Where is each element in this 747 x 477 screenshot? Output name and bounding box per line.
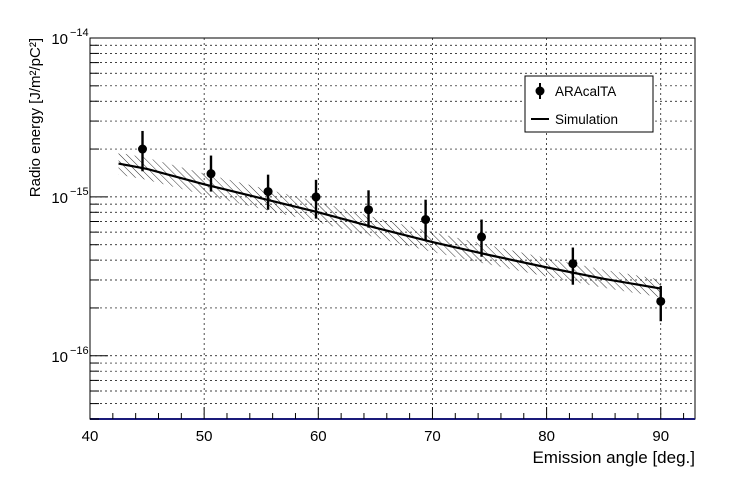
x-axis-ticks: 40 50 60 70 80 90: [82, 407, 685, 445]
data-point: [311, 192, 321, 202]
x-tick-label: 90: [652, 428, 669, 445]
y-tick-label: 10: [51, 31, 68, 48]
legend: ARAcalTA Simulation: [524, 75, 654, 133]
simulation-line: [118, 162, 661, 290]
data-point: [421, 215, 431, 225]
x-tick-label: 40: [82, 428, 99, 445]
data-point: [656, 296, 666, 306]
series-lines: [118, 162, 661, 290]
y-tick-exponent: −16: [70, 345, 89, 357]
legend-label-1: Simulation: [555, 112, 618, 127]
y-tick-exponent: −15: [70, 186, 89, 198]
series-points: [138, 130, 666, 322]
simulation-band: [118, 152, 661, 298]
data-point: [263, 187, 273, 197]
simulation-uncertainty-band: [118, 152, 661, 298]
y-tick-label: 10: [51, 349, 68, 366]
y-tick-exponent: −14: [70, 27, 89, 39]
y-tick-label: 10: [51, 190, 68, 207]
data-point: [206, 169, 216, 179]
legend-label-0: ARAcalTA: [555, 84, 616, 99]
x-axis-label: Emission angle [deg.]: [532, 448, 695, 467]
x-tick-label: 60: [310, 428, 327, 445]
legend-marker-point: [535, 86, 545, 96]
data-point: [138, 144, 148, 154]
data-point: [568, 259, 578, 269]
x-tick-label: 50: [196, 428, 213, 445]
data-point: [477, 232, 487, 242]
data-point: [364, 205, 374, 215]
x-tick-label: 70: [424, 428, 441, 445]
x-tick-label: 80: [538, 428, 555, 445]
y-axis-label: Radio energy [J/m²/pC²]: [27, 38, 44, 197]
legend-box: [524, 75, 654, 133]
